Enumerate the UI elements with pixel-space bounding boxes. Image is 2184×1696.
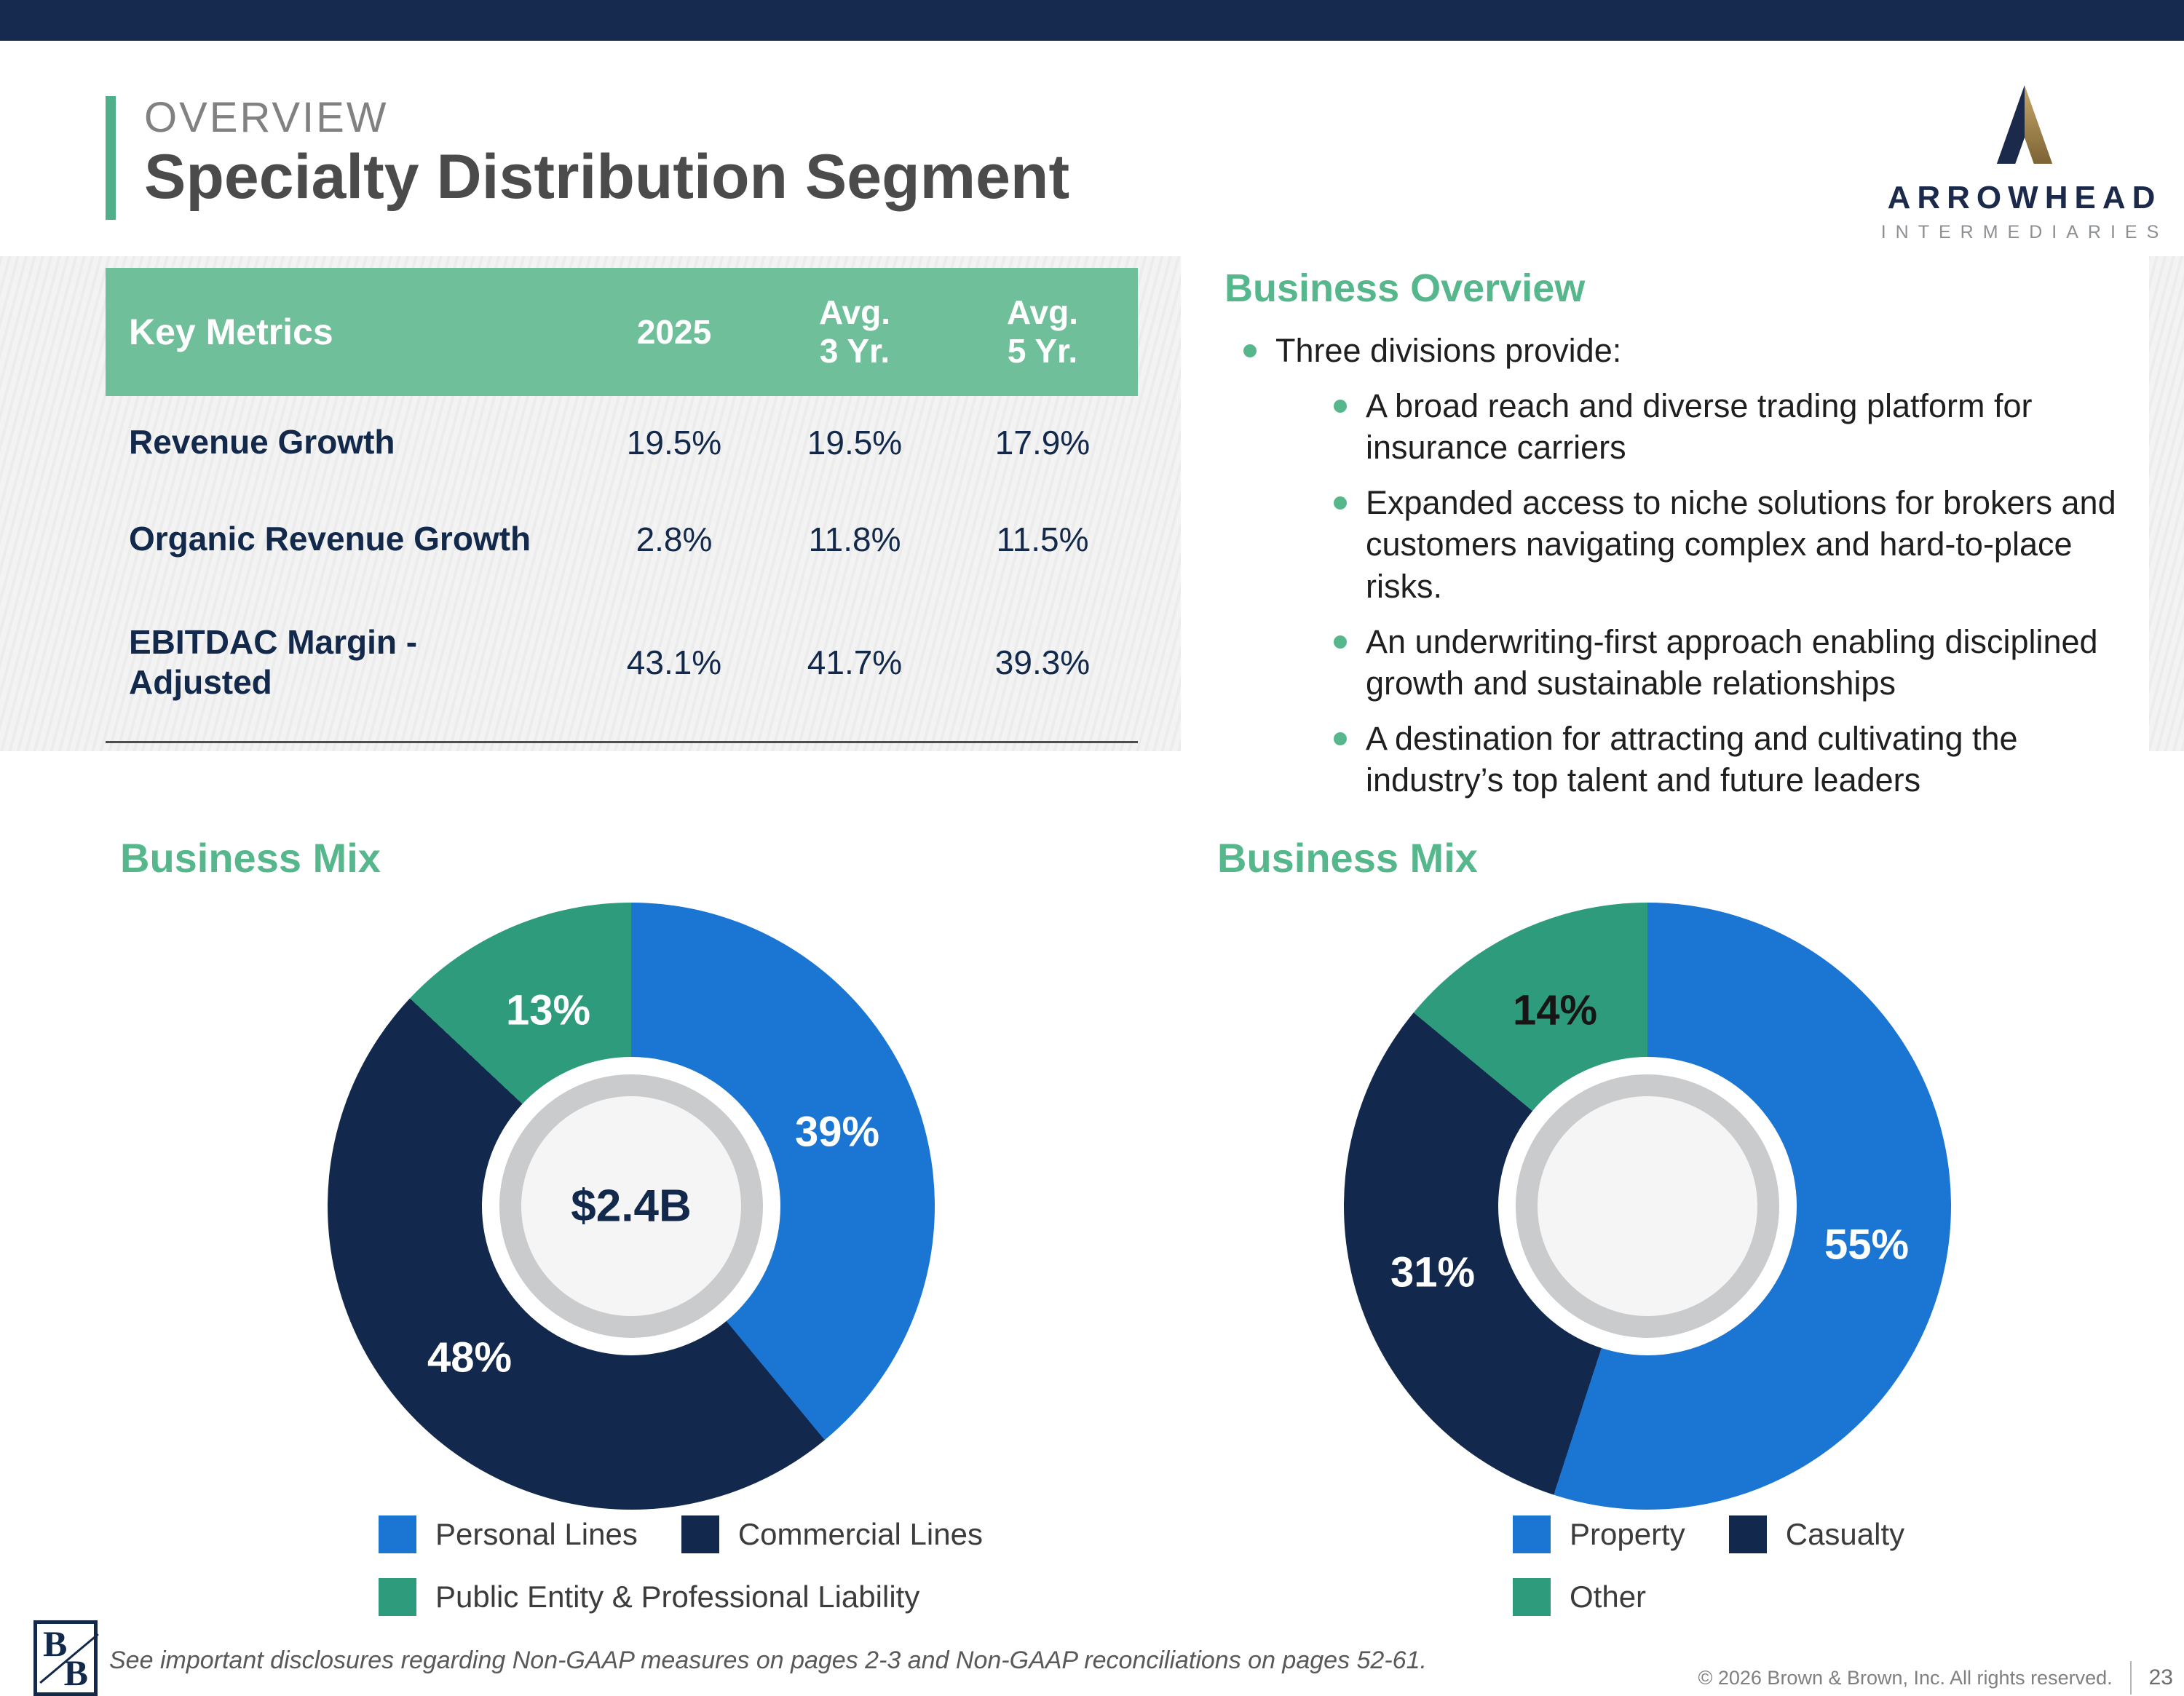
legend-item: Public Entity & Professional Liability: [379, 1578, 919, 1616]
bullet-icon: [1243, 344, 1257, 357]
business-mix-donut-left: 39% 48% 13% $2.4B: [328, 903, 935, 1510]
row-label: EBITDAC Margin - Adjusted: [129, 622, 418, 701]
table-row: EBITDAC Margin - Adjusted 43.1% 41.7% 39…: [106, 590, 1138, 735]
row-label: Revenue Growth: [129, 423, 395, 461]
logo-subtitle: INTERMEDIARIES: [1880, 222, 2169, 242]
legend-swatch: [1513, 1515, 1551, 1553]
donut-center-label: $2.4B: [571, 1181, 692, 1232]
legend-label: Property: [1570, 1517, 1685, 1551]
bullet-icon: [1334, 732, 1347, 745]
row-value: 43.1%: [626, 643, 722, 681]
legend-item: Casualty: [1728, 1515, 1905, 1553]
table-header-2025: 2025: [636, 312, 712, 351]
row-value: 11.5%: [996, 520, 1089, 558]
row-label: Organic Revenue Growth: [129, 520, 531, 558]
legend-swatch: [1513, 1578, 1551, 1616]
business-mix-heading-left: Business Mix: [120, 835, 381, 881]
donut-inner-ring: [1516, 1074, 1779, 1338]
legend-swatch: [379, 1578, 416, 1616]
arrowhead-logo: ARROWHEAD INTERMEDIARIES: [1868, 82, 2181, 243]
legend-item: Personal Lines: [379, 1515, 638, 1553]
overview-bullet-text: An underwriting-first approach enabling …: [1366, 622, 2098, 702]
legend-item: Property: [1513, 1515, 1685, 1553]
row-value: 17.9%: [994, 424, 1091, 461]
legend-label: Other: [1570, 1580, 1647, 1614]
section-eyebrow: OVERVIEW: [144, 94, 389, 141]
slice-label: 31%: [1390, 1248, 1476, 1296]
row-value: 2.8%: [636, 520, 713, 558]
key-metrics-table: Key Metrics 2025 Avg. 3 Yr. Avg. 5 Yr. R…: [106, 268, 1138, 743]
legend-swatch: [1728, 1515, 1767, 1553]
row-value: 39.3%: [994, 643, 1091, 681]
copyright-text: © 2026 Brown & Brown, Inc. All rights re…: [1698, 1666, 2113, 1689]
table-header-avg-3yr: Avg. 3 Yr.: [819, 293, 890, 370]
overview-bullet-text: A destination for attracting and cultiva…: [1366, 719, 2018, 799]
legend-left: Personal Lines Commercial Lines Public E…: [379, 1515, 983, 1616]
row-value: 19.5%: [807, 424, 903, 461]
legend-label: Public Entity & Professional Liability: [435, 1580, 920, 1614]
arrowhead-icon: [1996, 84, 2053, 165]
slice-label: 55%: [1824, 1221, 1910, 1269]
bullet-icon: [1334, 496, 1347, 510]
monogram-b-top: B: [43, 1623, 68, 1664]
table-header-row: Key Metrics 2025 Avg. 3 Yr. Avg. 5 Yr.: [106, 268, 1138, 396]
legend-label: Personal Lines: [435, 1517, 638, 1551]
table-row: Revenue Growth 19.5% 19.5% 17.9%: [106, 396, 1138, 489]
row-value: 11.8%: [808, 520, 901, 558]
legend-swatch: [681, 1515, 719, 1553]
disclosure-text: See important disclosures regarding Non-…: [109, 1647, 1427, 1674]
legend-row: Property Casualty: [1513, 1515, 1904, 1553]
legend-swatch: [379, 1515, 416, 1553]
overview-intro-bullet: Three divisions provide:: [1224, 330, 2178, 372]
business-overview-heading: Business Overview: [1224, 266, 1586, 310]
legend-right: Property Casualty Other: [1513, 1515, 1904, 1616]
table-header-key-metrics: Key Metrics: [129, 312, 333, 352]
legend-label: Commercial Lines: [737, 1517, 983, 1551]
overview-bullet: A destination for attracting and cultiva…: [1224, 718, 2178, 801]
table-header-avg-5yr: Avg. 5 Yr.: [1007, 293, 1078, 370]
slice-label: 13%: [505, 986, 591, 1034]
slice-label: 14%: [1512, 986, 1598, 1034]
header-accent-bar: [106, 96, 116, 220]
legend-label: Casualty: [1785, 1517, 1905, 1551]
logo-name: ARROWHEAD: [1887, 180, 2162, 215]
footer-right: © 2026 Brown & Brown, Inc. All rights re…: [1698, 1661, 2173, 1695]
business-overview-section: Business Overview Three divisions provid…: [1224, 266, 2178, 815]
overview-bullet: A broad reach and diverse trading platfo…: [1224, 385, 2178, 469]
table-row: Organic Revenue Growth 2.8% 11.8% 11.5%: [106, 489, 1138, 590]
slice-label: 39%: [794, 1108, 880, 1156]
bullet-icon: [1334, 635, 1347, 649]
monogram-b-bottom: B: [63, 1652, 88, 1693]
overview-intro-text: Three divisions provide:: [1275, 332, 1622, 369]
overview-bullet-text: A broad reach and diverse trading platfo…: [1366, 387, 2033, 467]
row-value: 19.5%: [626, 424, 722, 461]
business-mix-heading-right: Business Mix: [1217, 835, 1478, 881]
overview-bullet-text: Expanded access to niche solutions for b…: [1366, 483, 2116, 605]
page-number: 23: [2148, 1665, 2173, 1689]
page-title: Specialty Distribution Segment: [144, 142, 1070, 212]
top-accent-bar: [0, 0, 2184, 41]
overview-bullet: An underwriting-first approach enabling …: [1224, 621, 2178, 705]
slice-label: 48%: [427, 1334, 513, 1382]
brown-and-brown-logo: B B: [33, 1620, 99, 1696]
overview-bullet: Expanded access to niche solutions for b…: [1224, 482, 2178, 608]
business-mix-donut-right: 55% 31% 14%: [1344, 903, 1951, 1510]
legend-row: Public Entity & Professional Liability: [379, 1578, 983, 1616]
legend-row: Personal Lines Commercial Lines: [379, 1515, 983, 1553]
legend-item: Other: [1513, 1578, 1646, 1616]
row-value: 41.7%: [807, 643, 903, 681]
bullet-icon: [1334, 399, 1347, 413]
footer-divider: [2129, 1661, 2132, 1695]
legend-row: Other: [1513, 1578, 1904, 1616]
legend-item: Commercial Lines: [681, 1515, 983, 1553]
